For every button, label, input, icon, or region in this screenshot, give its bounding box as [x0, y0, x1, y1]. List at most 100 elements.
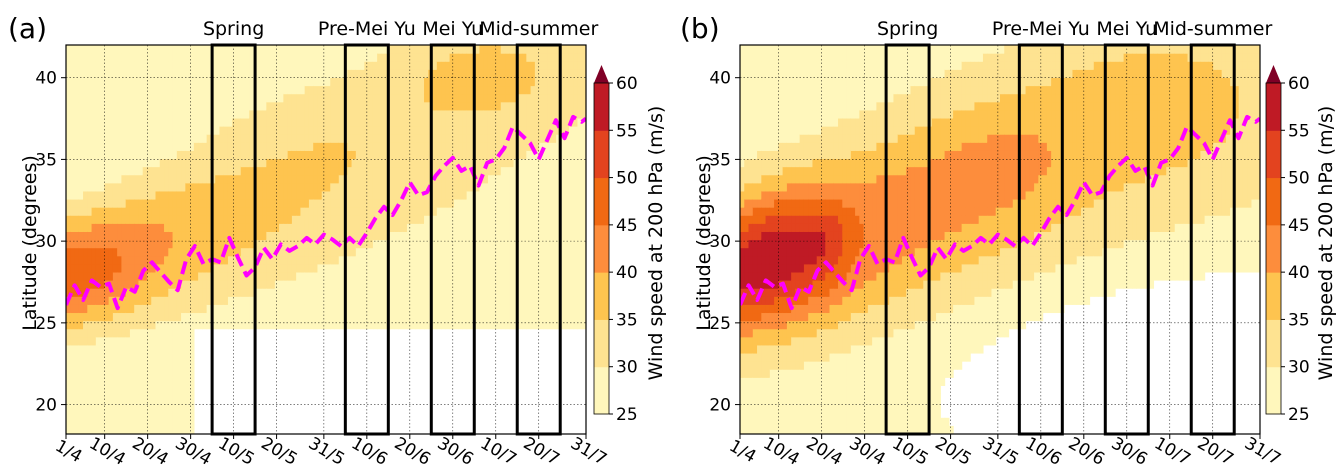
y-axis-label: Latitude (degrees): [693, 155, 715, 331]
y-tick-label: 30: [35, 232, 57, 252]
x-tick-label: 20/4: [129, 433, 172, 469]
x-tick-label: 20/5: [932, 433, 975, 469]
panel-label: (a): [8, 12, 47, 45]
colorbar-tick-label: 55: [1288, 121, 1310, 141]
wind-speed-contours: [740, 45, 1260, 434]
colorbar: 25 30 35 40 45 50 55 60: [1265, 65, 1310, 425]
y-tick-label: 30: [709, 232, 731, 252]
y-tick-label: 25: [35, 314, 57, 334]
plot-frame: [739, 44, 1261, 435]
colorbar-tick-label: 30: [1288, 358, 1310, 378]
colorbar-tick-label: 30: [616, 358, 638, 378]
colorbar-band: [1266, 319, 1281, 368]
period-label: Spring: [877, 18, 938, 40]
colorbar-extend-arrow: [594, 65, 609, 83]
period-label: Pre-Mei Yu: [992, 18, 1090, 40]
x-tick-label: 10/4: [86, 433, 129, 469]
x-tick-label: 31/5: [305, 433, 348, 469]
colorbar-band: [1266, 224, 1281, 273]
y-tick-label: 25: [709, 314, 731, 334]
x-tick-label: 30/4: [846, 433, 889, 469]
jet-axis-polyline: [66, 114, 586, 311]
colorbar-band: [1266, 366, 1281, 415]
colorbar-label: Wind speed at 200 hPa (m/s): [645, 106, 667, 381]
colorbar-tick-label: 40: [1288, 263, 1310, 283]
colorbar-tick-label: 35: [1288, 310, 1310, 330]
x-tick-label: 10/4: [760, 433, 803, 469]
colorbar-tick-label: 35: [616, 310, 638, 330]
colorbar-tick-label: 50: [616, 169, 638, 189]
x-tick-label: 30/6: [1108, 433, 1151, 469]
colorbar-extend-arrow: [1266, 65, 1281, 83]
plot-frame: [65, 44, 587, 435]
colorbar-band: [1266, 130, 1281, 179]
x-tick-label: 20/5: [258, 433, 301, 469]
x-tick-label: 10/7: [477, 433, 520, 469]
colorbar-tick-label: 25: [616, 405, 638, 425]
y-axis-ticks: 20 25 30 35 40: [35, 69, 66, 416]
x-tick-label: 10/5: [215, 433, 258, 469]
colorbar-band: [594, 83, 609, 131]
x-tick-label: 10/6: [348, 433, 391, 469]
period-label: Mei Yu: [422, 18, 483, 40]
period-label: Spring: [203, 18, 264, 40]
y-tick-label: 20: [709, 396, 731, 416]
x-tick-label: 31/7: [1241, 433, 1284, 469]
y-axis-ticks: 20 25 30 35 40: [709, 69, 740, 416]
jet-axis-line: [66, 114, 586, 311]
grid: [739, 45, 1261, 434]
grid: [65, 45, 587, 434]
colorbar-tick-label: 45: [616, 216, 638, 236]
colorbar-band: [1266, 83, 1281, 131]
colorbar-band: [594, 130, 609, 179]
period-label: Mid-summer: [1153, 18, 1272, 40]
colorbar-tick-label: 60: [616, 74, 638, 94]
y-tick-label: 35: [35, 150, 57, 170]
colorbar-band: [594, 319, 609, 368]
period-label: Mei Yu: [1096, 18, 1157, 40]
colorbar: 25 30 35 40 45 50 55 60: [593, 65, 638, 425]
y-tick-label: 40: [709, 69, 731, 89]
y-tick-label: 35: [709, 150, 731, 170]
x-tick-label: 20/7: [1194, 433, 1237, 469]
colorbar-band: [594, 366, 609, 415]
x-tick-label: 20/6: [391, 433, 434, 469]
x-tick-label: 30/4: [172, 433, 215, 469]
colorbar-tick-label: 55: [616, 121, 638, 141]
panel-label: (b): [680, 12, 720, 45]
y-tick-label: 40: [35, 69, 57, 89]
x-tick-label: 20/6: [1065, 433, 1108, 469]
colorbar-band: [594, 177, 609, 226]
colorbar-tick-label: 45: [1288, 216, 1310, 236]
x-tick-label: 10/5: [889, 433, 932, 469]
x-tick-label: 10/6: [1022, 433, 1065, 469]
x-tick-label: 1/4: [52, 436, 86, 467]
colorbar-band: [594, 224, 609, 273]
colorbar-tick-label: 25: [1288, 405, 1310, 425]
colorbar-tick-label: 60: [1288, 74, 1310, 94]
x-tick-label: 1/4: [726, 436, 760, 467]
period-label: Pre-Mei Yu: [318, 18, 416, 40]
y-axis-label: Latitude (degrees): [19, 155, 41, 331]
colorbar-band: [1266, 272, 1281, 320]
x-tick-label: 10/7: [1151, 433, 1194, 469]
jet-axis-polyline: [740, 114, 1260, 311]
x-tick-label: 31/5: [979, 433, 1022, 469]
jet-axis-line: [740, 114, 1260, 311]
period-label: Mid-summer: [479, 18, 598, 40]
x-tick-label: 30/6: [434, 433, 477, 469]
x-tick-label: 20/4: [803, 433, 846, 469]
y-tick-label: 20: [35, 396, 57, 416]
x-axis-ticks: 1/4 10/4 20/4 30/4 10/5 20/5 31/5 10/6 20/6 30/6 1…: [726, 433, 1284, 469]
colorbar-band: [1266, 177, 1281, 226]
colorbar-tick-label: 50: [1288, 169, 1310, 189]
wind-speed-contours: [66, 45, 586, 434]
x-axis-ticks: 1/4 10/4 20/4 30/4 10/5 20/5 31/5 10/6 20/6 30/6 1…: [52, 433, 610, 469]
colorbar-band: [594, 272, 609, 320]
x-tick-label: 31/7: [567, 433, 610, 469]
